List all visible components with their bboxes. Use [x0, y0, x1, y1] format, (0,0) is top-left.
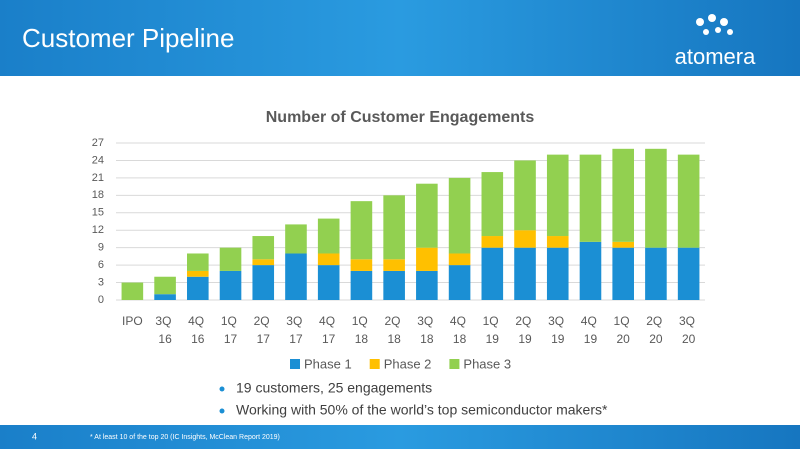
- x-tick-label: 3Q 18: [417, 314, 436, 346]
- legend-label: Phase 3: [463, 356, 511, 371]
- bar-segment: [579, 154, 602, 242]
- footnote: * At least 10 of the top 20 (IC Insights…: [90, 434, 280, 441]
- bar-segment: [285, 253, 307, 300]
- x-tick-label: 3Q 19: [548, 314, 567, 346]
- y-tick-label: 21: [92, 172, 104, 184]
- bar-segment: [416, 247, 438, 271]
- bar-segment: [219, 247, 242, 271]
- bar-segment: [383, 259, 405, 271]
- chart-title: Number of Customer Engagements: [266, 109, 535, 126]
- bar-segment: [350, 201, 373, 260]
- bar-segment: [514, 160, 536, 231]
- bar-segment: [252, 259, 275, 266]
- bar-segment: [383, 195, 405, 260]
- x-tick-label: 3Q 17: [286, 314, 305, 346]
- x-tick-label: 4Q 19: [581, 314, 600, 346]
- bar-segment: [481, 247, 504, 300]
- x-tick-label: 1Q 17: [221, 314, 240, 346]
- bar-segment: [612, 148, 634, 242]
- bar-segment: [448, 253, 471, 266]
- page-number: 4: [32, 431, 37, 441]
- x-tick-label: 4Q 17: [319, 314, 338, 346]
- bar-segment: [514, 230, 536, 248]
- x-tick-label: 1Q 20: [614, 314, 633, 346]
- bar-segment: [546, 247, 569, 300]
- bar-segment: [645, 247, 667, 300]
- bullet-dot: [219, 386, 225, 392]
- bullet: Working with 50% of the world’s top semi…: [236, 402, 608, 418]
- bar-segment: [612, 247, 634, 300]
- bar-segment: [317, 253, 340, 266]
- bar-segment: [448, 177, 471, 254]
- y-tick-label: 27: [92, 137, 104, 149]
- bullet: 19 customers, 25 engagements: [236, 380, 432, 396]
- x-tick-label: 2Q 17: [254, 314, 273, 346]
- bar-segment: [252, 236, 275, 260]
- bar-segment: [154, 276, 176, 295]
- y-tick-label: 15: [92, 207, 104, 219]
- bar-segment: [383, 270, 405, 300]
- x-tick-label: 4Q 18: [450, 314, 469, 346]
- bar-segment: [546, 236, 569, 248]
- legend-swatch: [449, 359, 460, 369]
- bar-segment: [677, 154, 700, 248]
- logo-icon: [696, 14, 733, 35]
- bullet-dot: [219, 408, 225, 414]
- bar-segment: [448, 265, 471, 300]
- bar-segment: [285, 224, 307, 254]
- bar-segment: [187, 276, 209, 300]
- x-tick-label: 3Q 16: [155, 314, 174, 346]
- bar-segment: [645, 148, 667, 248]
- y-tick-label: 3: [98, 276, 104, 288]
- bar-segment: [252, 265, 275, 300]
- header-band: [0, 0, 800, 76]
- y-tick-label: 6: [98, 259, 104, 271]
- bar-segment: [317, 218, 340, 254]
- slide-title: Customer Pipeline: [22, 23, 234, 53]
- x-tick-label: 2Q 19: [515, 314, 534, 346]
- bar-segment: [546, 154, 569, 237]
- x-tick-label: 1Q 18: [352, 314, 371, 346]
- bar-segment: [481, 172, 504, 237]
- bar-segment: [416, 183, 438, 248]
- logo-text: atomera: [675, 44, 756, 69]
- bar-segment: [154, 294, 176, 300]
- y-tick-label: 12: [92, 224, 104, 236]
- bar-segment: [317, 265, 340, 300]
- y-tick-label: 9: [98, 242, 104, 254]
- bar-segment: [187, 253, 209, 271]
- x-tick-label: 3Q 20: [679, 314, 698, 346]
- y-tick-label: 0: [98, 294, 104, 306]
- y-tick-label: 24: [92, 154, 104, 166]
- bar-segment: [219, 270, 242, 300]
- bar-segment: [121, 282, 144, 300]
- bar-segment: [514, 247, 536, 300]
- x-tick-label: 4Q 16: [188, 314, 207, 346]
- bar-segment: [579, 241, 602, 300]
- legend-label: Phase 1: [304, 356, 352, 371]
- legend-swatch: [369, 359, 380, 369]
- x-tick-label: IPO: [122, 314, 143, 328]
- bar-segment: [416, 270, 438, 300]
- x-tick-label: 2Q 18: [384, 314, 403, 346]
- x-tick-label: 2Q 20: [646, 314, 665, 346]
- y-tick-label: 18: [92, 189, 104, 201]
- bar-segment: [350, 270, 373, 300]
- legend-swatch: [290, 359, 300, 369]
- bar-segment: [350, 259, 373, 271]
- bar-segment: [481, 236, 504, 248]
- bar-segment: [677, 247, 700, 300]
- bar-segment: [612, 241, 634, 248]
- bar-segment: [187, 270, 209, 277]
- x-tick-label: 1Q 19: [483, 314, 502, 346]
- footer-band: [0, 425, 800, 449]
- legend-label: Phase 2: [384, 356, 432, 371]
